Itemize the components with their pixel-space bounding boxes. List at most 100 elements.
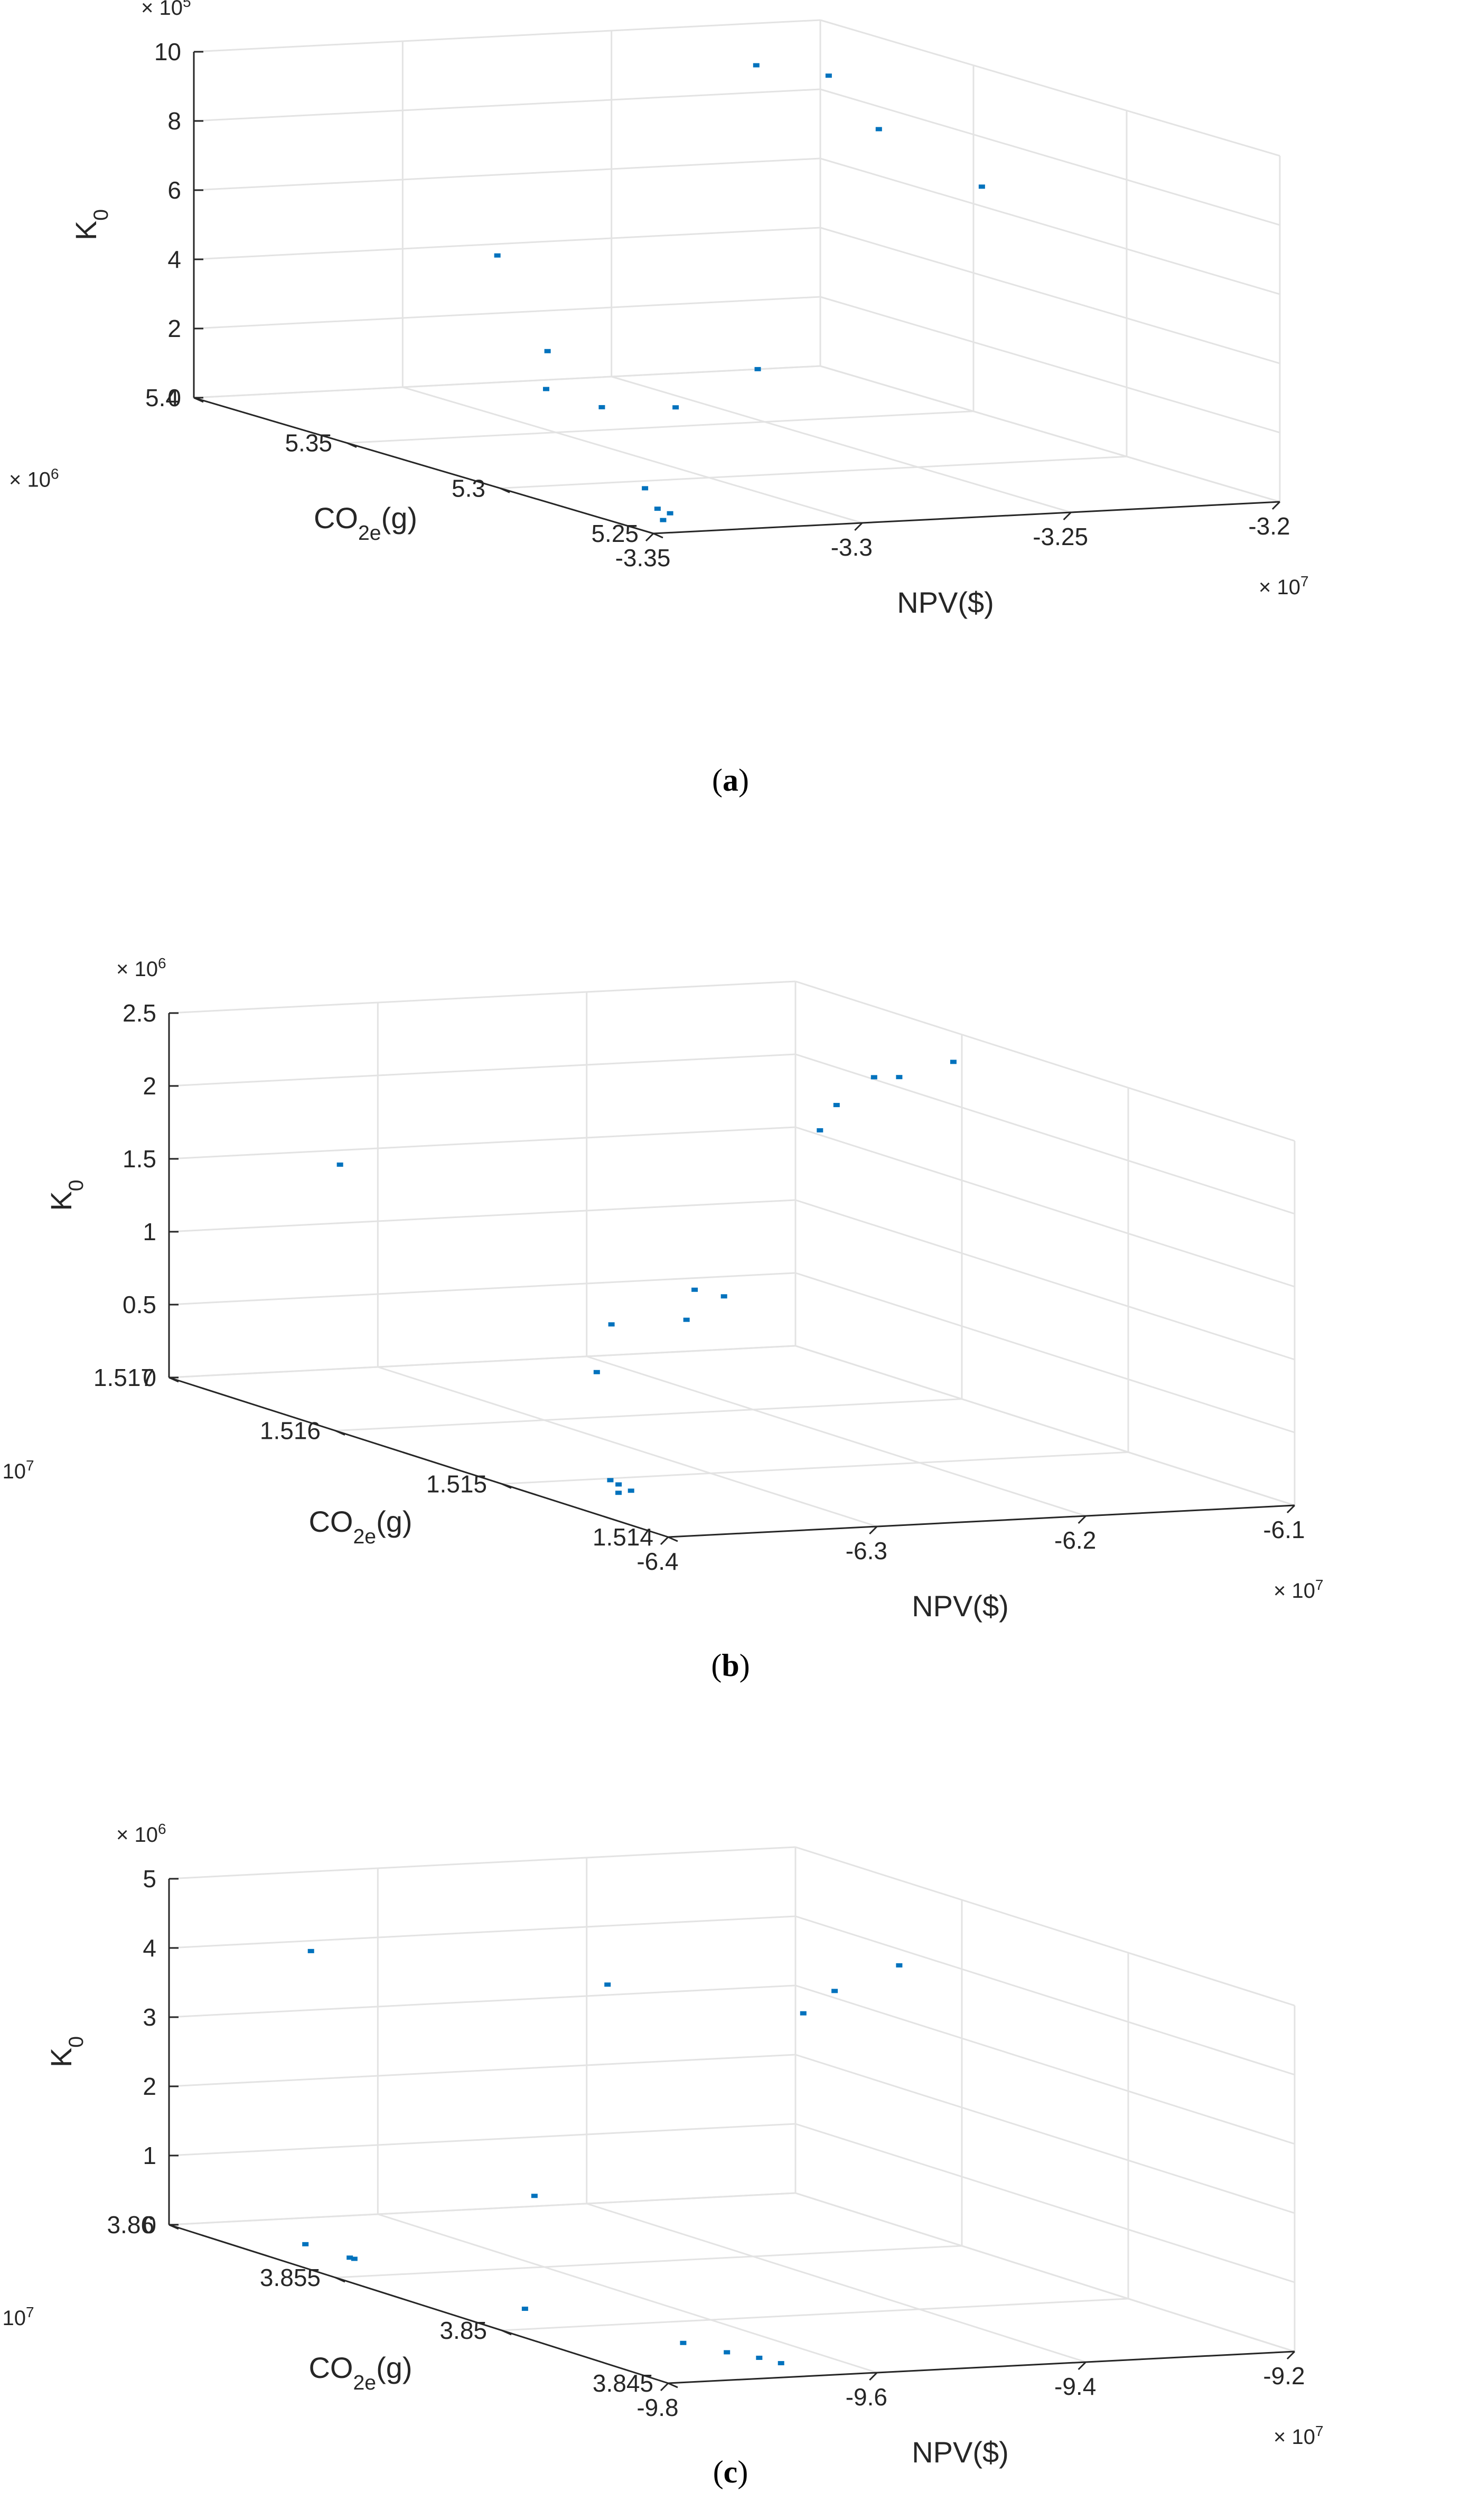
x-tick-label: -3.25 <box>1033 523 1088 550</box>
z-tick-label: 8 <box>167 107 181 135</box>
data-point <box>800 2011 807 2016</box>
z-tick-label: 1 <box>143 1218 156 1245</box>
grid-line <box>168 2123 796 2157</box>
z-tick-label: 2.5 <box>123 999 156 1027</box>
y-tick <box>500 487 510 493</box>
x-tick-label: -6.3 <box>846 1537 887 1565</box>
z-axis-multiplier: × 105 <box>141 0 191 20</box>
data-point <box>628 1488 634 1493</box>
grid-line <box>168 1053 796 1087</box>
grid-line <box>193 157 821 191</box>
data-point <box>351 2256 358 2261</box>
z-axis-label: K0 <box>44 1179 88 1211</box>
z-axis-multiplier: × 106 <box>116 955 166 981</box>
y-tick-label: 3.855 <box>260 2264 321 2291</box>
data-point <box>667 511 673 516</box>
data-point <box>336 1162 343 1167</box>
panel-caption: (a) <box>712 763 749 798</box>
z-tick-label: 3 <box>143 2003 156 2031</box>
x-tick <box>1063 511 1072 521</box>
data-point <box>660 518 667 522</box>
y-axis-multiplier: × 106 <box>9 465 59 492</box>
x-tick <box>1271 501 1281 510</box>
x-tick-label: -6.2 <box>1054 1526 1096 1554</box>
panel-caption: (c) <box>713 2455 748 2489</box>
grid-line <box>795 1199 1295 1361</box>
x-tick-label: -9.4 <box>1054 2373 1096 2400</box>
y-tick <box>501 1483 512 1489</box>
x-axis-line <box>668 1504 1295 1538</box>
y-tick-label: 3.845 <box>593 2369 653 2397</box>
y-axis-line <box>168 2224 669 2384</box>
y-tick <box>501 2329 512 2336</box>
data-point <box>753 63 760 68</box>
y-tick-label: 5.35 <box>285 429 332 457</box>
grid-line <box>501 1451 1129 1485</box>
grid-line <box>820 157 1280 295</box>
grid-line <box>795 2192 1295 2353</box>
grid-line <box>335 2245 962 2279</box>
grid-line <box>168 980 796 1014</box>
grid-line <box>795 1053 1295 1215</box>
z-tick-label: 4 <box>167 246 181 273</box>
x-tick-label: -9.8 <box>636 2394 678 2421</box>
grid-line <box>795 1345 1295 1506</box>
x-tick-label: -3.3 <box>831 533 873 561</box>
grid-line <box>586 2203 1087 2363</box>
z-axis-multiplier: × 106 <box>116 1821 166 1847</box>
x-tick-label: -6.4 <box>636 1548 678 1575</box>
grid-line <box>193 88 821 122</box>
data-point <box>720 1294 727 1299</box>
y-tick-label: 1.515 <box>426 1470 487 1497</box>
data-point <box>754 367 761 371</box>
grid-line <box>500 455 1127 489</box>
data-point <box>615 1491 622 1495</box>
data-point <box>302 2242 309 2246</box>
grid <box>193 19 1281 535</box>
grid-line <box>168 1915 796 1949</box>
y-tick-label: 3.85 <box>439 2317 487 2344</box>
data-point <box>896 1963 903 1968</box>
grid-line <box>168 1199 796 1233</box>
data-point <box>833 1103 840 1108</box>
grid-line <box>586 1355 1087 1517</box>
z-tick-label: 2 <box>143 1072 156 1100</box>
z-tick-label: 6 <box>167 176 181 204</box>
data-point <box>724 2350 731 2355</box>
grid-line <box>168 1846 796 1880</box>
y-tick <box>335 1430 345 1436</box>
x-tick-label: -3.2 <box>1248 512 1290 540</box>
grid-line <box>795 1984 1295 2145</box>
y-tick <box>653 532 663 539</box>
x-axis-line <box>653 501 1280 535</box>
z-tick-label: 2 <box>143 2073 156 2100</box>
grid-line <box>346 410 974 444</box>
grid-line <box>335 1398 962 1432</box>
data-point <box>307 1948 314 1953</box>
z-tick-label: 2 <box>167 315 181 342</box>
chart-panel-a: -3.35 -3.3 -3.25 -3.2 5.25 5.3 5.35 5.40 2 4 6 8 10 ×… <box>9 0 1309 798</box>
x-tick <box>1286 2350 1296 2360</box>
data-point <box>642 486 649 491</box>
data-point <box>542 387 549 391</box>
chart-panel-c: -9.8 -9.6 -9.4 -9.2 3.845 3.85 3.855 3.860 1 2 3 4 5… <box>0 1821 1324 2490</box>
x-tick <box>1078 2361 1087 2371</box>
z-tick-label: 1 <box>143 2142 156 2169</box>
x-tick-label: -9.2 <box>1263 2362 1305 2390</box>
y-tick-label: 5.25 <box>591 520 639 547</box>
y-tick-label: 5.4 <box>145 384 179 411</box>
grid-line <box>168 1345 796 1379</box>
y-tick <box>668 1536 678 1542</box>
grid-line <box>377 1366 877 1528</box>
data-point <box>896 1075 903 1080</box>
x-tick <box>854 522 863 531</box>
grid-line <box>795 1126 1295 1288</box>
data-point <box>346 2255 353 2260</box>
data-series <box>494 63 985 522</box>
grid-line <box>795 1915 1295 2076</box>
y-tick <box>668 2382 678 2388</box>
x-tick-label: -6.1 <box>1263 1516 1305 1543</box>
z-tick-label: 0.5 <box>123 1291 156 1318</box>
data-point <box>680 2340 687 2345</box>
x-tick-label: -9.6 <box>846 2383 887 2411</box>
